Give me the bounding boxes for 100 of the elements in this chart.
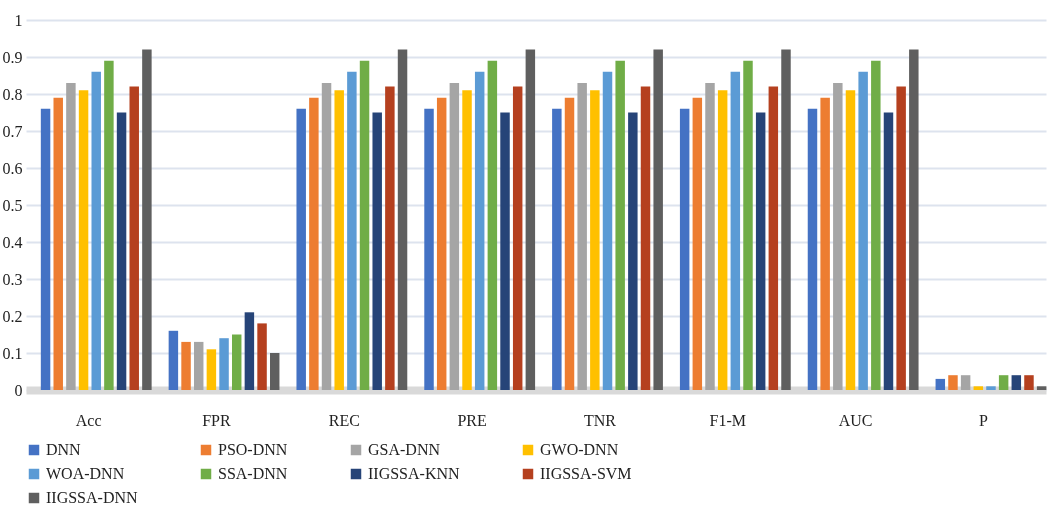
- legend-label: SSA-DNN: [218, 465, 288, 482]
- bar: [833, 82, 843, 390]
- bar: [142, 49, 152, 390]
- bar: [628, 112, 638, 390]
- bar: [883, 112, 894, 390]
- bar: [935, 378, 946, 390]
- bar: [219, 338, 229, 390]
- y-tick-label: 0: [14, 381, 23, 399]
- bar: [820, 97, 830, 390]
- y-tick-label: 0.9: [2, 48, 23, 66]
- y-tick-label: 1: [14, 11, 23, 29]
- legend-label: GSA-DNN: [368, 441, 441, 458]
- bar: [743, 60, 753, 390]
- bar: [1036, 386, 1047, 390]
- bar: [334, 90, 344, 390]
- legend-label: IIGSSA-SVM: [540, 465, 632, 482]
- y-tick-label: 0.2: [2, 307, 23, 325]
- bar: [909, 49, 919, 390]
- legend-label: WOA-DNN: [46, 465, 125, 482]
- bar: [474, 71, 485, 390]
- y-tick-label: 0.5: [2, 196, 23, 214]
- bar: [552, 108, 562, 390]
- bar: [66, 82, 76, 390]
- bar: [717, 90, 728, 390]
- bar: [257, 323, 267, 390]
- bar: [40, 108, 51, 390]
- bar: [321, 82, 332, 390]
- y-tick-label: 0.8: [2, 85, 23, 103]
- x-tick-label: P: [978, 411, 988, 429]
- bar: [231, 334, 242, 390]
- legend-label: GWO-DNN: [540, 441, 619, 458]
- bar: [53, 97, 63, 390]
- bar: [871, 60, 881, 390]
- x-tick-label: F1-M: [709, 411, 746, 429]
- bar: [653, 49, 663, 390]
- bar: [590, 90, 600, 390]
- bar: [602, 71, 613, 390]
- legend-label: IIGSSA-DNN: [46, 489, 138, 506]
- y-tick-label: 0.7: [2, 122, 23, 140]
- bar: [986, 386, 996, 390]
- y-tick-label: 0.4: [2, 233, 23, 251]
- bar: [116, 112, 127, 390]
- legend-label: DNN: [46, 441, 82, 458]
- legend-label: IIGSSA-KNN: [368, 465, 460, 482]
- bar: [960, 375, 971, 390]
- bar: [487, 60, 498, 390]
- bar: [948, 375, 958, 390]
- bar: [91, 71, 101, 390]
- bar: [359, 60, 370, 390]
- bar: [998, 375, 1009, 390]
- bar: [449, 82, 460, 390]
- bar: [564, 97, 575, 390]
- bar: [615, 60, 625, 390]
- bar: [577, 82, 587, 390]
- bar: [206, 349, 217, 390]
- bar: [1011, 375, 1022, 390]
- x-tick-label: PRE: [457, 411, 487, 429]
- bar: [973, 386, 984, 390]
- bar: [1024, 375, 1034, 390]
- x-tick-label: TNR: [583, 411, 617, 429]
- bar: [679, 108, 690, 390]
- bar: [347, 71, 357, 390]
- bar: [193, 341, 204, 390]
- bar: [512, 86, 523, 390]
- bar: [640, 86, 651, 390]
- bar: [896, 86, 906, 390]
- bar: [104, 60, 114, 390]
- x-tick-label: Acc: [75, 411, 102, 429]
- bar: [525, 49, 536, 390]
- bar: [858, 71, 868, 390]
- bar: [730, 71, 741, 390]
- x-tick-label: REC: [328, 411, 360, 429]
- bar: [436, 97, 447, 390]
- bar: [781, 49, 791, 390]
- bar: [424, 108, 434, 390]
- bar: [768, 86, 779, 390]
- x-tick-label: FPR: [202, 411, 232, 429]
- bar: [692, 97, 703, 390]
- y-tick-label: 0.1: [2, 344, 23, 362]
- bar: [705, 82, 715, 390]
- x-tick-label: AUC: [838, 411, 873, 429]
- bar: [462, 90, 472, 390]
- bar: [500, 112, 510, 390]
- bar: [269, 353, 280, 390]
- bar: [807, 108, 818, 390]
- bar: [296, 108, 306, 390]
- bar: [397, 49, 408, 390]
- legend-label: PSO-DNN: [218, 441, 288, 458]
- bar: [385, 86, 395, 390]
- y-tick-label: 0.6: [2, 159, 23, 177]
- bar: [181, 341, 191, 390]
- bar: [78, 90, 89, 390]
- bar: [309, 97, 319, 390]
- bar: [129, 86, 139, 390]
- bar: [168, 330, 179, 390]
- bar: [845, 90, 856, 390]
- y-tick-label: 0.3: [2, 270, 23, 288]
- bar: [755, 112, 766, 390]
- bar: [372, 112, 382, 390]
- bar: [244, 312, 255, 390]
